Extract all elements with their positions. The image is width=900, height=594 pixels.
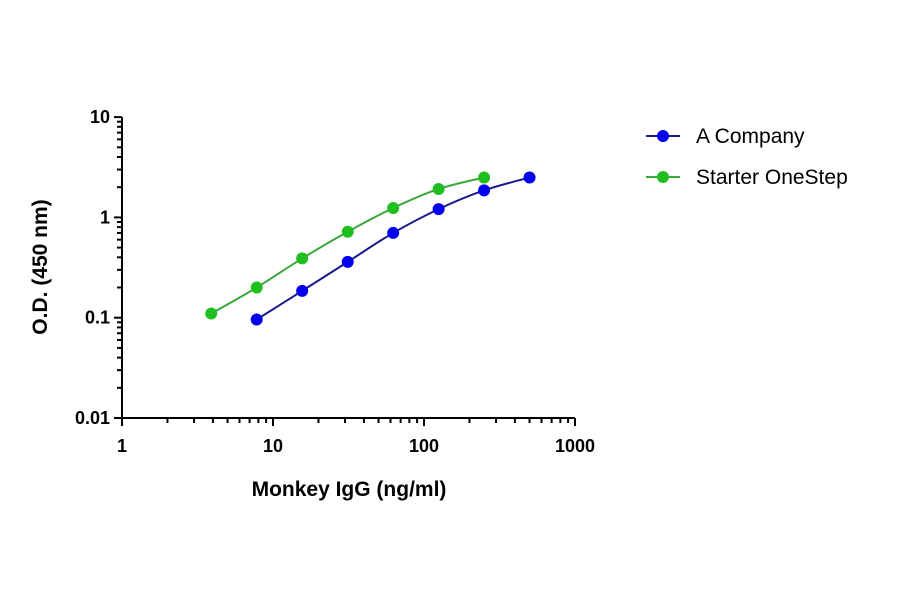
data-point bbox=[250, 313, 263, 326]
series-line bbox=[256, 176, 530, 321]
legend-label: A Company bbox=[696, 125, 805, 148]
data-point bbox=[387, 202, 400, 215]
legend-marker-icon bbox=[657, 130, 669, 142]
x-tick-label: 100 bbox=[409, 436, 439, 456]
y-tick-label: 1 bbox=[100, 207, 110, 227]
x-tick-label: 1000 bbox=[555, 436, 595, 456]
y-tick-label: 10 bbox=[90, 107, 110, 127]
series-line bbox=[210, 176, 485, 315]
data-point bbox=[341, 225, 354, 238]
data-point bbox=[478, 184, 491, 197]
data-point bbox=[387, 226, 400, 239]
legend-label: Starter OneStep bbox=[696, 166, 848, 189]
y-tick-label: 0.1 bbox=[85, 308, 110, 328]
data-point bbox=[432, 203, 445, 216]
legend-item-a-company: A Company bbox=[646, 125, 805, 148]
series-a-company bbox=[250, 171, 536, 326]
data-point bbox=[523, 171, 536, 184]
data-point bbox=[296, 252, 309, 265]
legend-item-starter-onestep: Starter OneStep bbox=[646, 166, 848, 189]
y-tick-label: 0.01 bbox=[75, 408, 110, 428]
legend: A Company Starter OneStep bbox=[646, 125, 848, 189]
plot-area bbox=[205, 171, 536, 326]
x-axis-title: Monkey IgG (ng/ml) bbox=[252, 478, 447, 501]
legend-marker-icon bbox=[657, 171, 669, 183]
x-tick-label: 10 bbox=[263, 436, 283, 456]
x-axis: 1 10 100 1000 bbox=[117, 417, 595, 456]
x-tick-label: 1 bbox=[117, 436, 127, 456]
series-starter-onestep bbox=[205, 171, 491, 320]
data-point bbox=[250, 281, 263, 294]
data-point bbox=[478, 171, 491, 184]
data-point bbox=[341, 255, 354, 268]
data-point bbox=[205, 307, 218, 320]
data-point bbox=[296, 284, 309, 297]
y-axis-title: O.D. (450 nm) bbox=[29, 199, 52, 334]
data-point bbox=[432, 182, 445, 195]
y-axis: 0.01 0.1 1 10 bbox=[75, 107, 123, 428]
